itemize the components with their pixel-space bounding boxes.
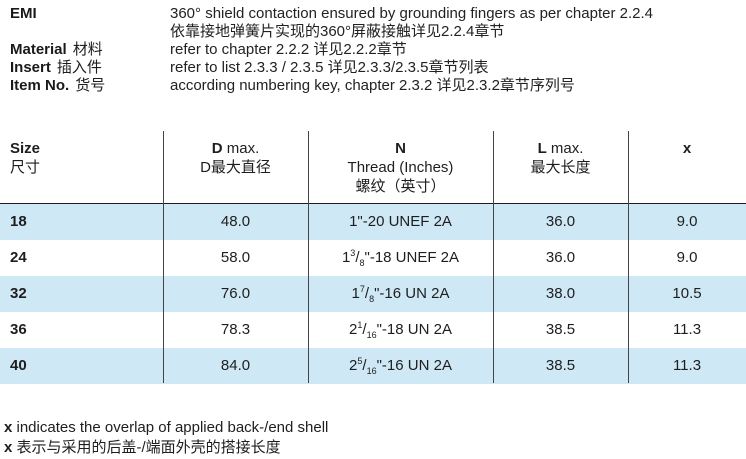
footnote-line-cn: x 表示与采用的后盖-/端面外壳的搭接长度 <box>4 439 281 456</box>
info-label <box>10 23 16 41</box>
table-row: 32 76.0 38.0 10.5 17/8"-16 UN 2A <box>0 276 746 312</box>
cell-x: 9.0 <box>676 249 698 266</box>
cell-size: 36 <box>10 321 27 338</box>
column-divider <box>628 131 629 383</box>
cell-size: 24 <box>10 249 27 266</box>
cell-thread: 25/16"-16 UN 2A <box>349 356 452 376</box>
table-row: 18 48.0 36.0 9.0 1"-20 UNEF 2A <box>0 204 746 240</box>
cell-x: 11.3 <box>672 321 702 338</box>
table-row: 36 78.3 38.5 11.3 21/16"-18 UN 2A <box>0 312 746 348</box>
cell-thread: 21/16"-18 UN 2A <box>349 320 452 340</box>
header-thread: N Thread (Inches) 螺纹（英寸） <box>347 140 454 195</box>
column-divider <box>308 131 309 383</box>
cell-size: 40 <box>10 357 27 374</box>
info-label: EMI <box>10 5 37 22</box>
cell-d-max: 78.3 <box>220 321 251 338</box>
cell-thread: 13/8"-18 UNEF 2A <box>341 248 460 268</box>
info-value: 依靠接地弹簧片实现的360°屏蔽接触详见2.2.4章节 <box>170 23 505 40</box>
info-value: refer to list 2.3.3 / 2.3.5 详见2.3.3/2.3.… <box>170 59 489 76</box>
cell-l-max: 38.0 <box>545 285 576 302</box>
cell-x: 10.5 <box>672 285 702 302</box>
cell-x: 11.3 <box>672 357 702 374</box>
table-row: 40 84.0 38.5 11.3 25/16"-16 UN 2A <box>0 348 746 384</box>
cell-d-max: 76.0 <box>220 285 251 302</box>
table-header: Size 尺寸 D max. D最大直径 N Thread (Inches) 螺纹（英寸… <box>0 131 746 204</box>
footnote-line-en: x indicates the overlap of applied back-… <box>4 419 329 436</box>
dimension-table: Size 尺寸 D max. D最大直径 N Thread (Inches) 螺纹（英寸… <box>0 131 746 384</box>
header-l-max: L max. 最大长度 <box>530 140 591 176</box>
info-label: Insert 插入件 <box>10 59 102 76</box>
footnote: x indicates the overlap of applied back-… <box>4 418 328 458</box>
cell-thread: 17/8"-16 UN 2A <box>351 284 450 304</box>
cell-l-max: 38.5 <box>545 321 576 338</box>
cell-size: 18 <box>10 213 27 230</box>
cell-l-max: 36.0 <box>545 213 576 230</box>
cell-l-max: 38.5 <box>545 357 576 374</box>
cell-thread: 1"-20 UNEF 2A <box>349 213 452 230</box>
cell-d-max: 58.0 <box>220 249 251 266</box>
column-divider <box>163 131 164 383</box>
cell-d-max: 48.0 <box>220 213 251 230</box>
info-label: Item No. 货号 <box>10 77 106 94</box>
info-value: refer to chapter 2.2.2 详见2.2.2章节 <box>170 41 407 58</box>
info-label: Material 材料 <box>10 41 103 58</box>
header-x: x <box>682 140 692 157</box>
column-divider <box>493 131 494 383</box>
table-row: 24 58.0 36.0 9.0 13/8"-18 UNEF 2A <box>0 240 746 276</box>
cell-d-max: 84.0 <box>220 357 251 374</box>
table-body: 18 48.0 36.0 9.0 1"-20 UNEF 2A 24 58.0 36.0 9.0 1… <box>0 204 746 384</box>
info-value: according numbering key, chapter 2.3.2 详… <box>170 77 575 94</box>
cell-l-max: 36.0 <box>545 249 576 266</box>
cell-x: 9.0 <box>676 213 698 230</box>
info-value: 360° shield contaction ensured by ground… <box>170 5 653 22</box>
cell-size: 32 <box>10 285 27 302</box>
header-size: Size 尺寸 <box>10 140 41 176</box>
header-d-max: D max. D最大直径 <box>200 140 271 176</box>
